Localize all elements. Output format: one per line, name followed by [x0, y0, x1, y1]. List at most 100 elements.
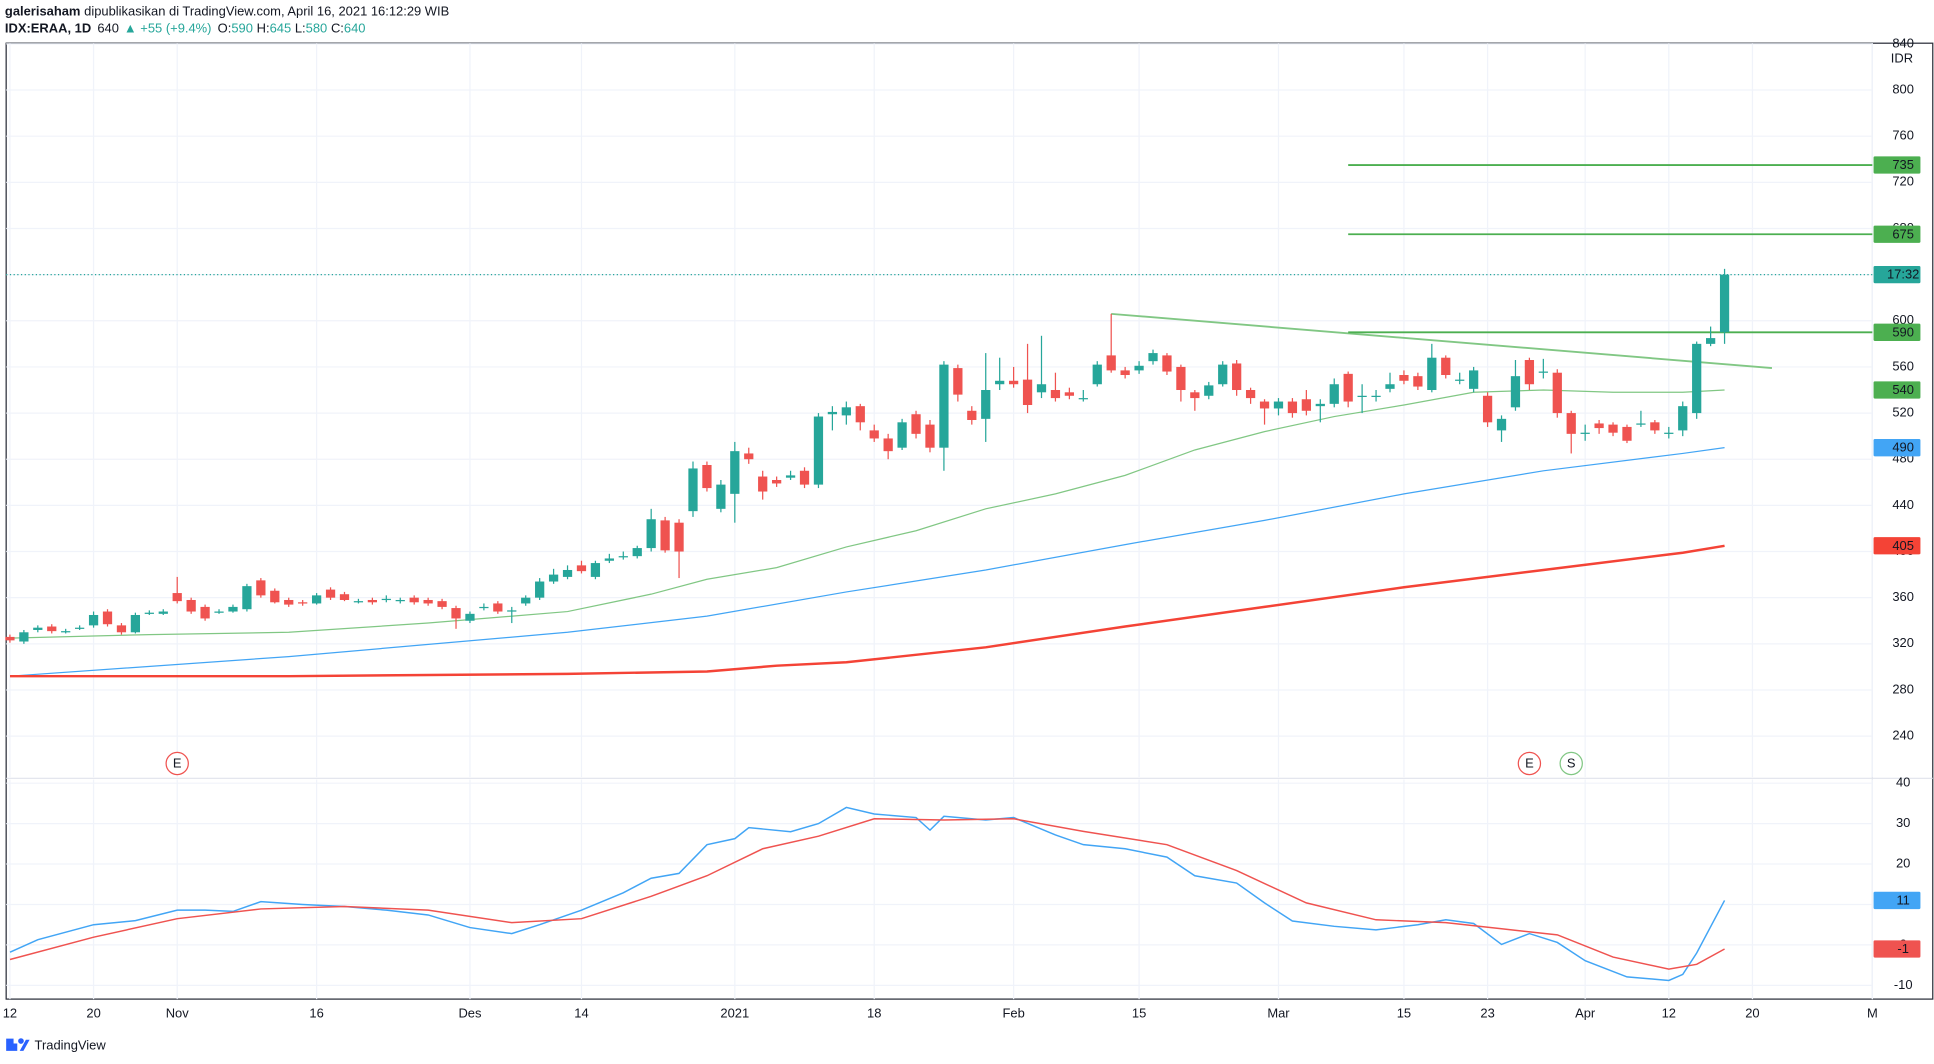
x-tick-label: 15 — [1132, 1005, 1146, 1020]
candle-body — [367, 599, 377, 603]
event-label: E — [1525, 756, 1534, 771]
candle — [1371, 390, 1381, 402]
candle — [130, 612, 141, 634]
candle — [228, 604, 238, 613]
candle-body — [744, 453, 754, 460]
candle-body — [1482, 395, 1493, 423]
x-tick-label: 15 — [1397, 1005, 1411, 1020]
x-tick-label: Mar — [1267, 1005, 1290, 1020]
candle — [1399, 370, 1409, 385]
candle — [479, 603, 489, 611]
candle-body — [883, 438, 893, 452]
candle — [102, 609, 113, 627]
candle-body — [1469, 370, 1479, 389]
event-marker — [1559, 751, 1583, 776]
candle — [158, 609, 168, 615]
candle — [548, 568, 559, 584]
candle-body — [75, 627, 85, 629]
grid — [6, 43, 1873, 1000]
level-badge: 675 — [1892, 226, 1914, 241]
candle-body — [730, 451, 740, 494]
candle-body — [521, 597, 531, 604]
candle — [1329, 378, 1339, 408]
ohlc-value: 580 — [306, 21, 328, 36]
candle-body — [1719, 274, 1730, 333]
candle — [75, 625, 85, 630]
candle-body — [1190, 392, 1200, 399]
event-marker — [165, 751, 189, 776]
candle — [395, 597, 405, 604]
candle-body — [646, 519, 656, 549]
candle — [1078, 390, 1088, 402]
candle-body — [423, 599, 433, 604]
candle-body — [688, 468, 698, 512]
candle-body — [1427, 357, 1437, 391]
event-label: E — [173, 756, 182, 771]
candle-body — [758, 476, 768, 492]
y-tick-label: 40 — [1896, 775, 1910, 790]
y-tick-label: 320 — [1892, 635, 1914, 650]
candle-body — [1371, 395, 1381, 398]
ohlc-value: 590 — [231, 21, 253, 36]
candle-body — [325, 589, 336, 598]
average-badge-bg — [1873, 537, 1921, 555]
candle — [1315, 399, 1325, 423]
average-badge: 490 — [1892, 440, 1914, 455]
candle-body — [1204, 385, 1214, 396]
x-tick-label: 18 — [867, 1005, 881, 1020]
candle-body — [214, 611, 224, 613]
candle — [716, 479, 726, 513]
ohlc-value: 640 — [344, 21, 366, 36]
candle — [1482, 392, 1493, 427]
candle-body — [1580, 432, 1590, 434]
candle-body — [1357, 395, 1367, 398]
candle — [242, 583, 252, 612]
candle-body — [19, 632, 29, 642]
candle-body — [716, 484, 726, 509]
indicator-badge: 11 — [1896, 892, 1909, 907]
x-tick-label: Des — [458, 1005, 481, 1020]
candle — [911, 410, 921, 439]
y-tick-label: 440 — [1892, 497, 1914, 512]
y-tick-label: 800 — [1892, 81, 1914, 96]
candle — [576, 560, 587, 574]
candle — [88, 611, 99, 628]
candle — [325, 587, 336, 600]
indicator-badge: -1 — [1897, 941, 1909, 956]
candle — [1106, 313, 1116, 373]
candle-body — [1022, 379, 1033, 406]
candle — [855, 403, 865, 431]
candle-body — [1287, 401, 1298, 414]
candle-body — [660, 520, 670, 551]
level-badge-bg — [1873, 225, 1921, 243]
candle — [702, 461, 712, 492]
candle — [1120, 366, 1130, 379]
candle — [465, 611, 475, 624]
candle — [535, 578, 545, 600]
candle-body — [102, 611, 113, 625]
candle — [967, 406, 977, 425]
moving-average — [9, 544, 1725, 678]
candle — [674, 519, 684, 579]
candle-body — [1538, 371, 1548, 373]
x-tick-label: 20 — [1745, 1005, 1759, 1020]
candle-body — [869, 430, 879, 439]
average-badge-bg — [1873, 381, 1921, 399]
candle — [1134, 361, 1144, 374]
candle — [1064, 387, 1075, 400]
candle — [1469, 366, 1479, 393]
candle-body — [116, 625, 127, 633]
countdown: 17:32 — [1887, 267, 1919, 282]
candle — [144, 610, 154, 615]
logo-slash — [19, 1039, 30, 1051]
candle-body — [1301, 399, 1311, 411]
candle-body — [981, 390, 991, 419]
candle — [367, 597, 377, 605]
candle-body — [1134, 365, 1144, 371]
indicator-badge-bg — [1873, 940, 1921, 958]
candle — [869, 424, 879, 442]
candle-body — [674, 522, 684, 552]
candle — [604, 553, 614, 564]
candle-body — [1329, 384, 1339, 404]
candle-body — [1050, 390, 1061, 399]
